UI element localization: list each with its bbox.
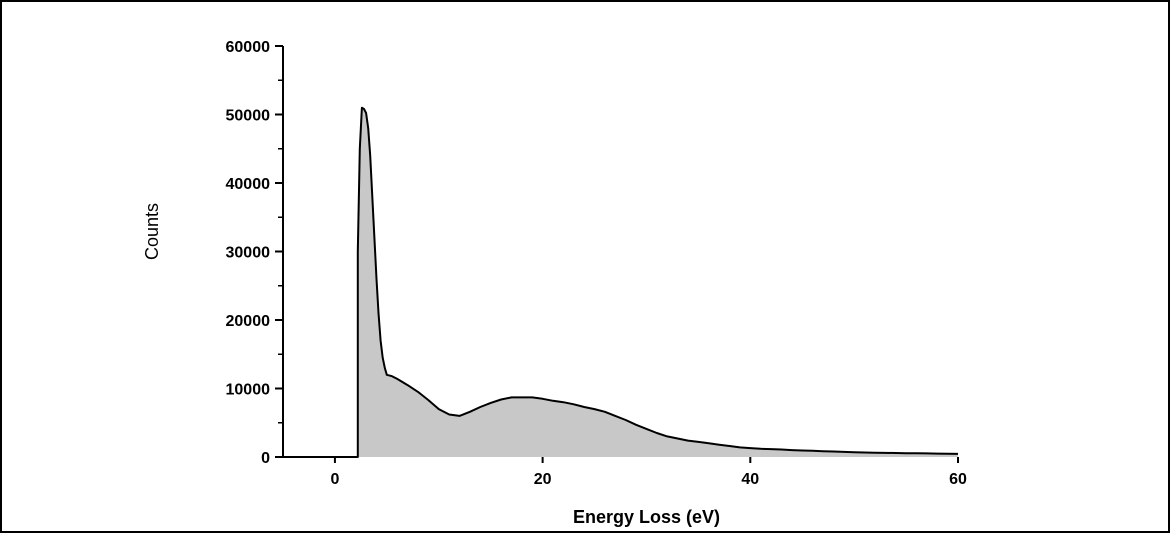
y-tick-label: 40000	[226, 176, 271, 193]
y-tick-label: 50000	[226, 108, 271, 125]
y-axis-ticks: 0 10000 20000 30000 40000 50000 60000	[226, 39, 283, 467]
x-axis-title: Energy Loss (eV)	[573, 507, 720, 527]
y-tick-label: 20000	[226, 313, 271, 330]
x-tick-label: 20	[534, 471, 552, 488]
y-axis-title: Counts	[142, 203, 162, 260]
y-tick-label: 0	[261, 450, 270, 467]
x-tick-label: 60	[949, 471, 967, 488]
x-tick-label: 40	[741, 471, 759, 488]
series-layer	[283, 106, 959, 458]
y-tick-label: 60000	[226, 39, 271, 56]
series-line	[283, 106, 959, 458]
x-axis-ticks: 0 20 40 60	[330, 457, 967, 488]
y-tick-label: 10000	[226, 382, 271, 399]
x-tick-label: 0	[330, 471, 339, 488]
y-tick-label: 30000	[226, 245, 271, 262]
series-area-fill	[283, 107, 958, 457]
